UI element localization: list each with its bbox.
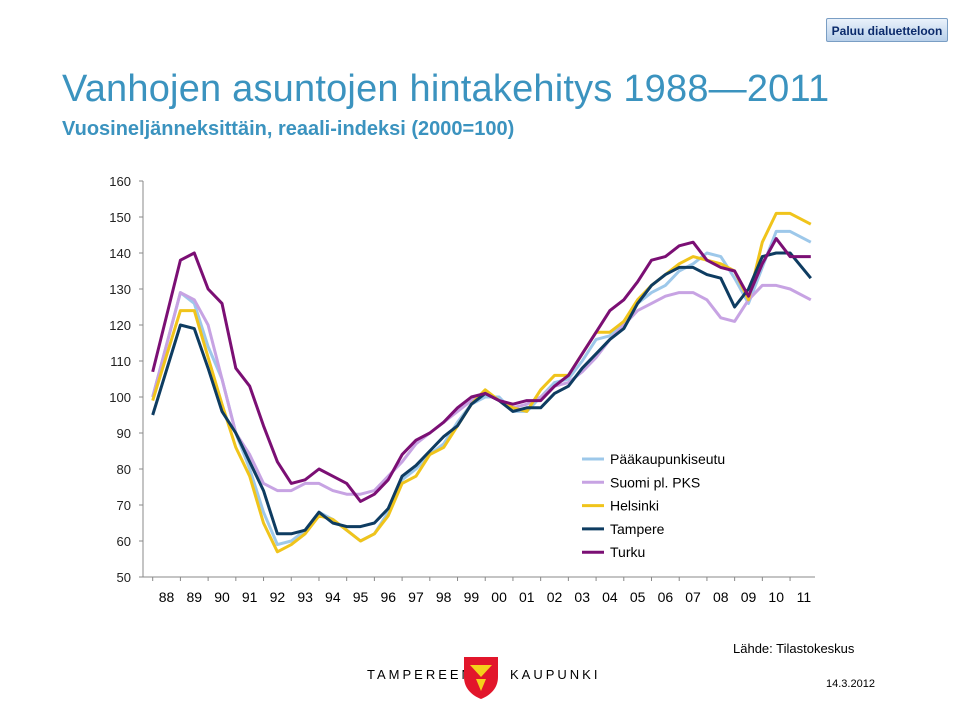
x-tick-label: 96 <box>380 589 396 605</box>
x-tick-label: 93 <box>297 589 313 605</box>
x-tick-label: 09 <box>741 589 757 605</box>
x-tick-label: 89 <box>186 589 202 605</box>
series-line-2 <box>151 211 812 554</box>
x-tick-label: 97 <box>408 589 424 605</box>
y-tick-label: 80 <box>117 462 131 477</box>
chart-ticks: 50 60 70 80 90 100 110 120 130 140 150 160 88 89 90 91 9… <box>109 174 811 605</box>
x-tick-label: 07 <box>685 589 701 605</box>
x-tick-label: 11 <box>797 589 812 605</box>
y-tick-label: 140 <box>109 246 131 261</box>
x-tick-label: 05 <box>630 589 646 605</box>
x-tick-label: 02 <box>547 589 563 605</box>
x-tick-label: 99 <box>464 589 480 605</box>
legend-entry-label: Helsinki <box>610 498 659 514</box>
footer-city-name-right: KAUPUNKI <box>510 667 601 682</box>
x-tick-label: 94 <box>325 589 341 605</box>
x-tick-label: 95 <box>353 589 369 605</box>
legend-entry-label: Turku <box>610 544 645 560</box>
chart-series-lines <box>151 211 812 554</box>
x-tick-label: 10 <box>768 589 784 605</box>
x-tick-label: 90 <box>214 589 230 605</box>
x-tick-label: 08 <box>713 589 729 605</box>
x-tick-label: 92 <box>270 589 286 605</box>
y-tick-label: 60 <box>117 534 131 549</box>
x-tick-label: 00 <box>491 589 507 605</box>
source-note: Lähde: Tilastokeskus <box>733 641 855 656</box>
y-tick-label: 160 <box>109 174 131 189</box>
footer-city-name-left: TAMPEREEN <box>367 667 474 682</box>
chart-legend: Pääkaupunkiseutu Suomi pl. PKS Helsinki Tam… <box>582 451 725 560</box>
y-tick-label: 50 <box>117 570 131 585</box>
x-tick-label: 91 <box>242 589 258 605</box>
y-tick-label: 120 <box>109 318 131 333</box>
x-tick-label: 98 <box>436 589 452 605</box>
tampere-coat-of-arms-icon <box>462 655 500 706</box>
chart-subtitle: Vuosineljänneksittäin, reaali-indeksi (2… <box>62 118 515 140</box>
y-tick-label: 150 <box>109 210 131 225</box>
legend-entry-label: Pääkaupunkiseutu <box>610 451 725 467</box>
chart-axes <box>142 181 815 578</box>
x-tick-label: 03 <box>574 589 590 605</box>
legend-entry-label: Suomi pl. PKS <box>610 474 700 490</box>
x-tick-label: 04 <box>602 589 618 605</box>
x-tick-label: 06 <box>658 589 674 605</box>
x-tick-label: 01 <box>519 589 535 605</box>
y-tick-label: 110 <box>110 354 131 369</box>
y-tick-label: 100 <box>109 390 131 405</box>
x-tick-label: 88 <box>159 589 175 605</box>
back-to-slide-list-button[interactable]: Paluu dialuetteloon <box>826 18 948 42</box>
y-tick-label: 70 <box>117 498 131 513</box>
series-line-4 <box>151 237 811 503</box>
chart-title: Vanhojen asuntojen hintakehitys 1988—201… <box>62 68 830 110</box>
series-line-0 <box>151 229 812 547</box>
y-tick-label: 130 <box>109 282 131 297</box>
legend-entry-label: Tampere <box>610 521 665 537</box>
y-tick-label: 90 <box>117 426 131 441</box>
footer-date: 14.3.2012 <box>826 678 875 690</box>
